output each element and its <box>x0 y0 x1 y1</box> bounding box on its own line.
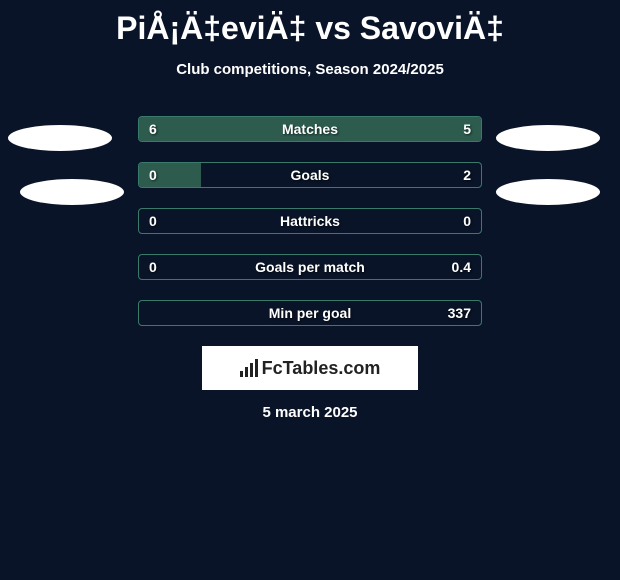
stat-label: Matches <box>139 121 481 137</box>
fctables-logo: FcTables.com <box>202 346 418 390</box>
stat-row: 0Goals per match0.4 <box>138 254 482 280</box>
ellipse-shape <box>8 125 112 151</box>
stat-value-right: 337 <box>448 305 471 321</box>
left-avatar-shapes <box>8 125 124 233</box>
stat-row: Min per goal337 <box>138 300 482 326</box>
logo-bars-icon <box>240 359 258 377</box>
logo-bar <box>250 363 253 377</box>
stat-label: Min per goal <box>139 305 481 321</box>
main-container: PiÅ¡Ä‡eviÄ‡ vs SavoviÄ‡ Club competition… <box>0 0 620 580</box>
stat-row: 0Goals2 <box>138 162 482 188</box>
page-title: PiÅ¡Ä‡eviÄ‡ vs SavoviÄ‡ <box>0 0 620 47</box>
stat-row: 6Matches5 <box>138 116 482 142</box>
footer-date: 5 march 2025 <box>0 404 620 421</box>
stat-label: Hattricks <box>139 213 481 229</box>
stat-value-right: 0.4 <box>452 259 471 275</box>
stat-value-right: 5 <box>463 121 471 137</box>
stats-table: 6Matches50Goals20Hattricks00Goals per ma… <box>138 116 482 326</box>
logo-content: FcTables.com <box>240 358 381 379</box>
ellipse-shape <box>496 125 600 151</box>
logo-bar <box>255 359 258 377</box>
stat-row: 0Hattricks0 <box>138 208 482 234</box>
ellipse-shape <box>20 179 124 205</box>
logo-text: FcTables.com <box>262 358 381 379</box>
stat-label: Goals <box>139 167 481 183</box>
stat-label: Goals per match <box>139 259 481 275</box>
right-avatar-shapes <box>496 125 612 233</box>
stat-value-right: 0 <box>463 213 471 229</box>
logo-bar <box>245 367 248 377</box>
stat-value-right: 2 <box>463 167 471 183</box>
ellipse-shape <box>496 179 600 205</box>
logo-bar <box>240 371 243 377</box>
subtitle: Club competitions, Season 2024/2025 <box>0 61 620 78</box>
